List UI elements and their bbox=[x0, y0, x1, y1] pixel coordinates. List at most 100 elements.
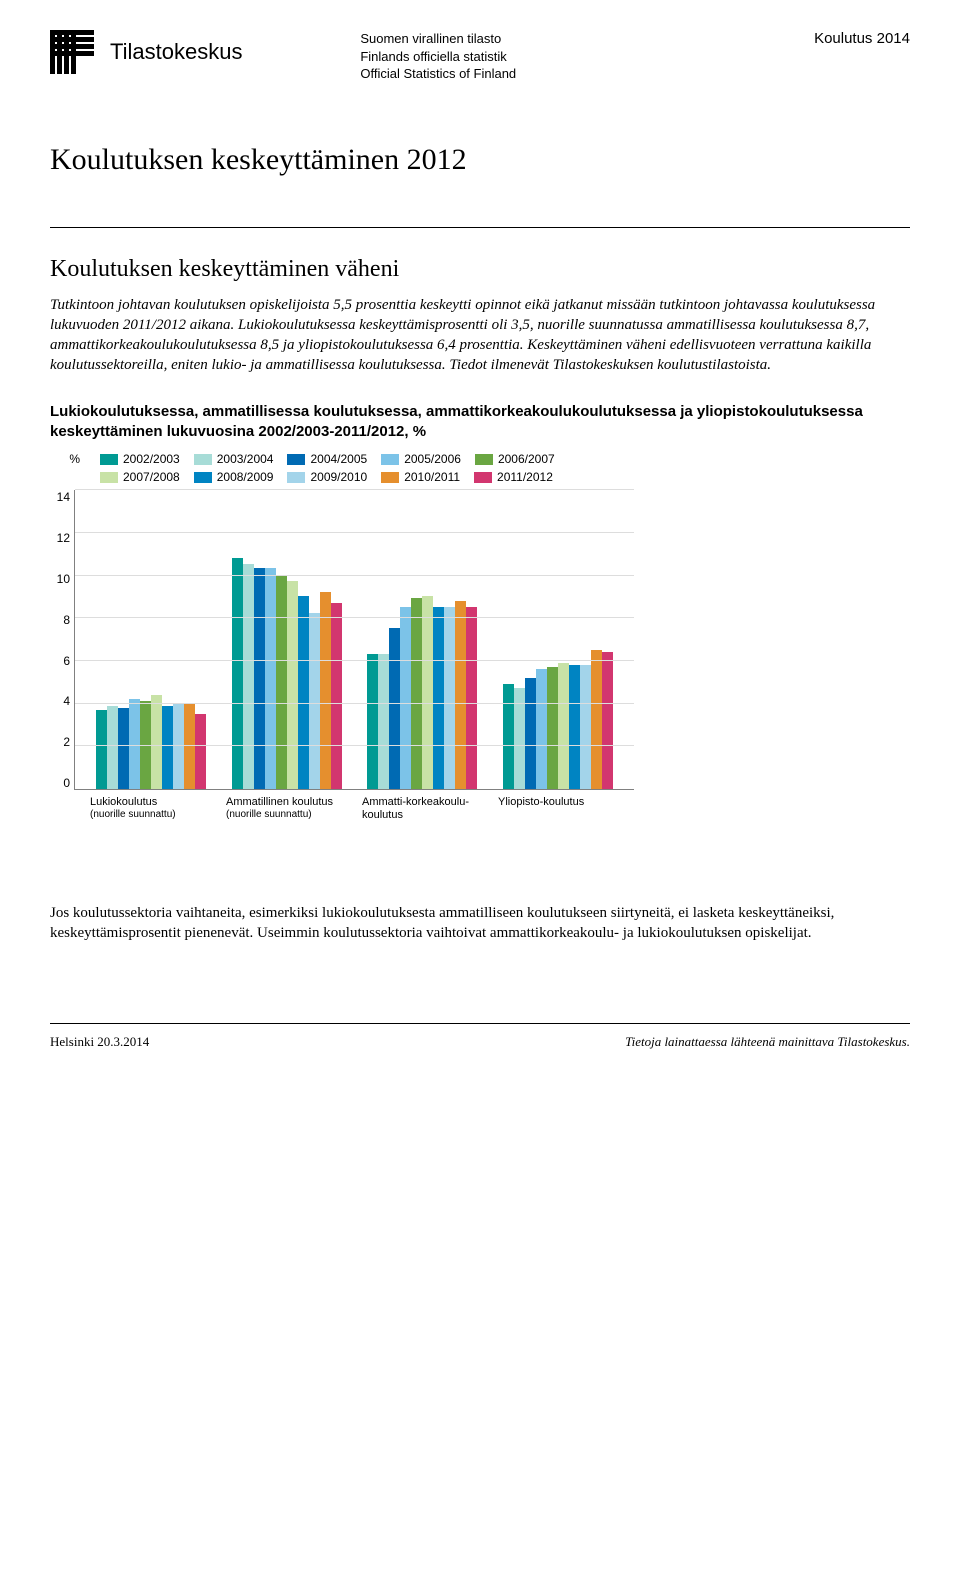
legend-label: 2005/2006 bbox=[404, 452, 461, 466]
gridline bbox=[75, 660, 634, 661]
bar bbox=[254, 568, 265, 789]
legend-item: 2011/2012 bbox=[474, 470, 553, 484]
legend-item: 2004/2005 bbox=[287, 452, 367, 466]
legend-item: 2005/2006 bbox=[381, 452, 461, 466]
bar bbox=[503, 684, 514, 789]
x-label-main: Lukiokoulutus bbox=[90, 796, 210, 809]
bar bbox=[309, 613, 320, 789]
footer-citation: Tietoja lainattaessa lähteenä mainittava… bbox=[625, 1034, 910, 1050]
gridline bbox=[75, 745, 634, 746]
bar bbox=[602, 652, 613, 789]
y-axis-label: % bbox=[50, 452, 80, 466]
bar bbox=[129, 699, 140, 789]
tagline-fi: Suomen virallinen tilasto bbox=[360, 30, 516, 48]
bar bbox=[118, 708, 129, 789]
legend-label: 2010/2011 bbox=[404, 470, 460, 484]
legend-label: 2007/2008 bbox=[123, 470, 180, 484]
x-label-sub: (nuorille suunnattu) bbox=[90, 809, 210, 821]
page-header: Tilastokeskus Suomen virallinen tilasto … bbox=[50, 30, 910, 83]
legend-label: 2006/2007 bbox=[498, 452, 555, 466]
gridline bbox=[75, 575, 634, 576]
tagline-en: Official Statistics of Finland bbox=[360, 65, 516, 83]
bar bbox=[96, 710, 107, 789]
tilastokeskus-logo-icon bbox=[50, 30, 94, 74]
y-tick: 2 bbox=[63, 735, 70, 749]
gridline bbox=[75, 532, 634, 533]
x-label-main: Ammatti-korkeakoulu-koulutus bbox=[362, 796, 482, 822]
bar bbox=[265, 568, 276, 789]
bar bbox=[151, 695, 162, 789]
legend-item: 2008/2009 bbox=[194, 470, 274, 484]
x-axis-label: Ammatti-korkeakoulu-koulutus bbox=[362, 796, 482, 822]
chart-bar-groups bbox=[75, 490, 634, 789]
page-title: Koulutuksen keskeyttäminen 2012 bbox=[50, 143, 910, 177]
x-axis-label: Ammatillinen koulutus(nuorille suunnattu… bbox=[226, 796, 346, 822]
x-axis-label: Yliopisto-koulutus bbox=[498, 796, 618, 822]
logo-block: Tilastokeskus bbox=[50, 30, 242, 74]
page-footer: Helsinki 20.3.2014 Tietoja lainattaessa … bbox=[50, 1023, 910, 1050]
x-label-main: Yliopisto-koulutus bbox=[498, 796, 618, 809]
legend-swatch bbox=[381, 454, 399, 465]
org-name: Tilastokeskus bbox=[110, 39, 242, 65]
y-tick: 14 bbox=[57, 490, 70, 504]
gridline bbox=[75, 703, 634, 704]
org-tagline: Suomen virallinen tilasto Finlands offic… bbox=[360, 30, 516, 83]
tagline-sv: Finlands officiella statistik bbox=[360, 48, 516, 66]
legend-swatch bbox=[194, 454, 212, 465]
legend-label: 2009/2010 bbox=[310, 470, 367, 484]
legend-swatch bbox=[474, 472, 492, 483]
footer-date: Helsinki 20.3.2014 bbox=[50, 1034, 149, 1050]
gridline bbox=[75, 489, 634, 490]
bar bbox=[411, 598, 422, 789]
y-tick: 6 bbox=[63, 654, 70, 668]
bar bbox=[558, 663, 569, 789]
bar bbox=[331, 603, 342, 789]
legend-swatch bbox=[194, 472, 212, 483]
legend-item: 2009/2010 bbox=[287, 470, 367, 484]
gridline bbox=[75, 617, 634, 618]
legend-label: 2004/2005 bbox=[310, 452, 367, 466]
bar bbox=[195, 714, 206, 789]
legend-label: 2002/2003 bbox=[123, 452, 180, 466]
closing-paragraph: Jos koulutussektoria vaihtaneita, esimer… bbox=[50, 903, 910, 944]
bar bbox=[107, 706, 118, 790]
x-label-main: Ammatillinen koulutus bbox=[226, 796, 346, 809]
bar bbox=[378, 654, 389, 789]
y-axis-ticks: 14121086420 bbox=[50, 490, 74, 790]
bar bbox=[466, 607, 477, 789]
y-tick: 10 bbox=[57, 572, 70, 586]
bar bbox=[444, 607, 455, 789]
lead-paragraph: Tutkintoon johtavan koulutuksen opiskeli… bbox=[50, 295, 910, 376]
legend-swatch bbox=[381, 472, 399, 483]
chart-legend: 2002/20032003/20042004/20052005/20062006… bbox=[100, 452, 640, 484]
legend-swatch bbox=[287, 472, 305, 483]
legend-swatch bbox=[287, 454, 305, 465]
legend-label: 2011/2012 bbox=[497, 470, 553, 484]
bar bbox=[389, 628, 400, 789]
bar bbox=[243, 564, 254, 789]
bar-group bbox=[232, 558, 342, 789]
x-label-sub: (nuorille suunnattu) bbox=[226, 809, 346, 821]
bar bbox=[455, 601, 466, 790]
subtitle: Koulutuksen keskeyttäminen väheni bbox=[50, 256, 910, 283]
bar bbox=[569, 665, 580, 789]
legend-item: 2006/2007 bbox=[475, 452, 555, 466]
title-rule bbox=[50, 227, 910, 228]
x-axis-label: Lukiokoulutus(nuorille suunnattu) bbox=[90, 796, 210, 822]
chart-title: Lukiokoulutuksessa, ammatillisessa koulu… bbox=[50, 402, 910, 443]
y-tick: 4 bbox=[63, 694, 70, 708]
publication-topic: Koulutus 2014 bbox=[814, 30, 910, 47]
bar bbox=[536, 669, 547, 789]
bar bbox=[547, 667, 558, 789]
bar bbox=[298, 596, 309, 789]
y-tick: 12 bbox=[57, 531, 70, 545]
legend-swatch bbox=[100, 454, 118, 465]
bar-group bbox=[96, 695, 206, 789]
bar bbox=[232, 558, 243, 789]
bar-chart: % 2002/20032003/20042004/20052005/200620… bbox=[50, 452, 650, 822]
bar bbox=[367, 654, 378, 789]
bar bbox=[525, 678, 536, 789]
bar bbox=[320, 592, 331, 789]
legend-item: 2010/2011 bbox=[381, 470, 460, 484]
legend-label: 2008/2009 bbox=[217, 470, 274, 484]
